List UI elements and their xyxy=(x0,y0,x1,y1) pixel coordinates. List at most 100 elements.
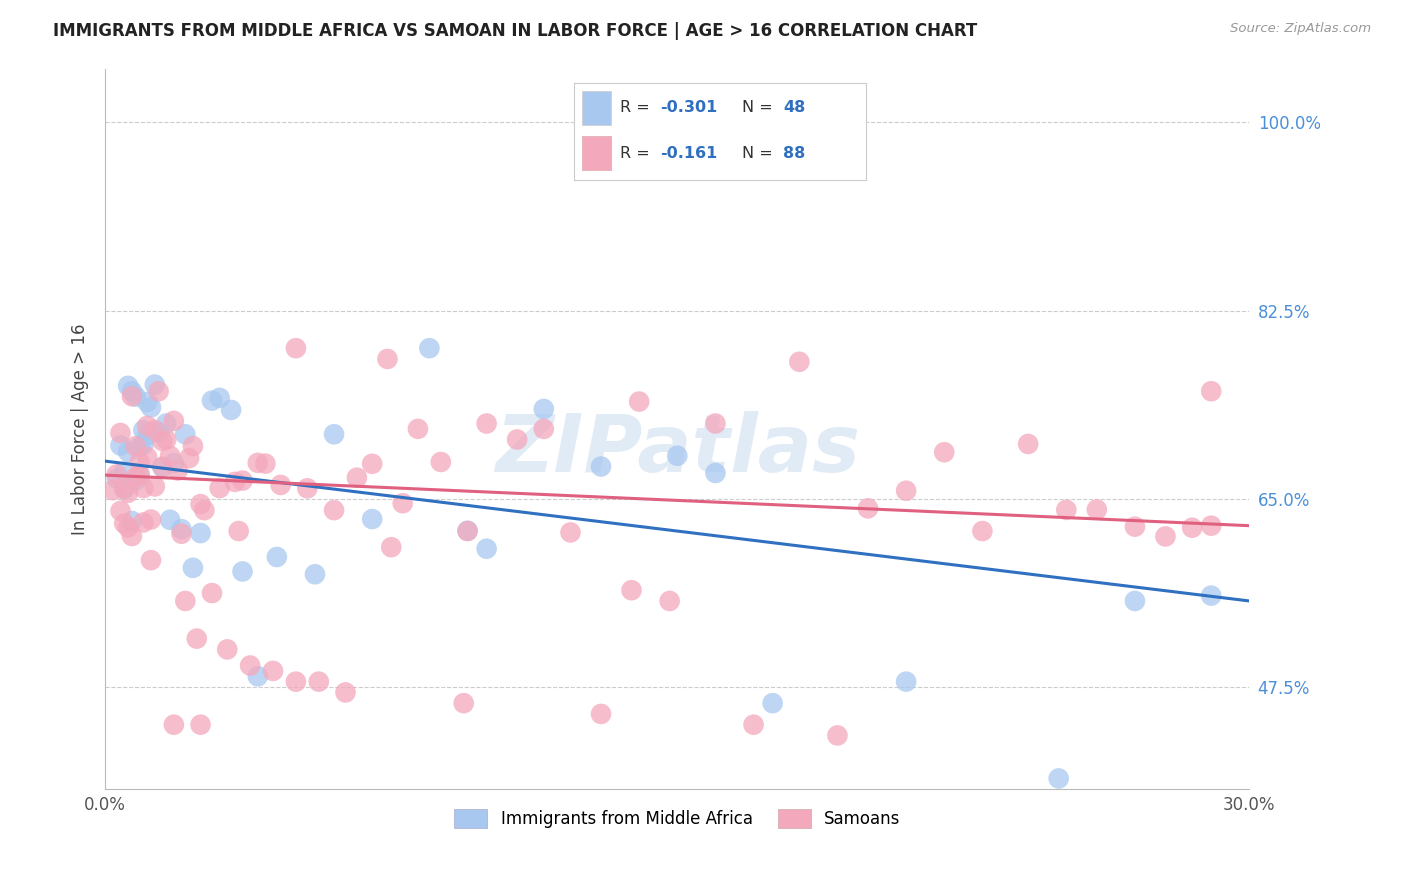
Point xyxy=(101,483,124,498)
Point xyxy=(174,594,197,608)
Point xyxy=(112,516,135,531)
Point xyxy=(121,514,143,528)
Point xyxy=(143,377,166,392)
Point xyxy=(128,455,150,469)
Point xyxy=(430,455,453,469)
Point xyxy=(112,483,135,497)
Point xyxy=(186,632,208,646)
Point xyxy=(297,481,319,495)
Point xyxy=(533,422,555,436)
Point xyxy=(533,401,555,416)
Point xyxy=(190,497,212,511)
Point xyxy=(136,450,159,464)
Point xyxy=(1123,594,1146,608)
Point xyxy=(174,427,197,442)
Point xyxy=(112,481,135,495)
Point xyxy=(789,355,811,369)
Point xyxy=(128,467,150,481)
Point xyxy=(239,658,262,673)
Point xyxy=(125,439,148,453)
Point xyxy=(143,479,166,493)
Point xyxy=(148,425,170,440)
Point xyxy=(117,520,139,534)
Point xyxy=(139,512,162,526)
Point xyxy=(190,526,212,541)
Point xyxy=(704,466,727,480)
Point xyxy=(894,483,917,498)
Point xyxy=(506,433,529,447)
Point xyxy=(231,565,253,579)
Point xyxy=(475,541,498,556)
Point xyxy=(457,524,479,538)
Point xyxy=(231,474,253,488)
Point xyxy=(391,496,413,510)
Point xyxy=(201,393,224,408)
Point xyxy=(190,717,212,731)
Point xyxy=(228,524,250,538)
Point xyxy=(159,513,181,527)
Point xyxy=(1181,521,1204,535)
Point xyxy=(155,433,177,447)
Point xyxy=(361,457,384,471)
Point xyxy=(475,417,498,431)
Point xyxy=(934,445,956,459)
Point xyxy=(166,463,188,477)
Point xyxy=(170,522,193,536)
Text: IMMIGRANTS FROM MIDDLE AFRICA VS SAMOAN IN LABOR FORCE | AGE > 16 CORRELATION CH: IMMIGRANTS FROM MIDDLE AFRICA VS SAMOAN … xyxy=(53,22,977,40)
Point xyxy=(152,459,174,474)
Point xyxy=(121,384,143,399)
Point xyxy=(1054,503,1077,517)
Point xyxy=(1085,502,1108,516)
Point xyxy=(208,481,231,495)
Point xyxy=(1017,437,1039,451)
Point xyxy=(377,351,399,366)
Point xyxy=(308,674,330,689)
Point xyxy=(894,674,917,689)
Point xyxy=(457,524,479,538)
Point xyxy=(742,717,765,731)
Point xyxy=(1199,518,1222,533)
Point xyxy=(704,417,727,431)
Point xyxy=(262,664,284,678)
Point xyxy=(335,685,357,699)
Point xyxy=(163,717,186,731)
Point xyxy=(589,706,612,721)
Point xyxy=(323,427,346,442)
Point xyxy=(152,434,174,448)
Point xyxy=(762,696,785,710)
Point xyxy=(201,586,224,600)
Point xyxy=(117,485,139,500)
Point xyxy=(136,428,159,442)
Point xyxy=(361,512,384,526)
Point xyxy=(827,728,849,742)
Point xyxy=(219,403,242,417)
Point xyxy=(139,553,162,567)
Point xyxy=(193,503,215,517)
Point xyxy=(152,460,174,475)
Point xyxy=(132,516,155,530)
Point xyxy=(284,674,307,689)
Point xyxy=(217,642,239,657)
Point xyxy=(163,414,186,428)
Point xyxy=(246,669,269,683)
Point xyxy=(105,472,128,486)
Point xyxy=(628,394,651,409)
Point xyxy=(121,529,143,543)
Point xyxy=(117,444,139,458)
Point xyxy=(304,567,326,582)
Point xyxy=(132,437,155,451)
Point xyxy=(136,395,159,409)
Point xyxy=(125,390,148,404)
Point xyxy=(132,481,155,495)
Point xyxy=(270,478,292,492)
Point xyxy=(121,389,143,403)
Point xyxy=(159,449,181,463)
Point xyxy=(246,456,269,470)
Legend: Immigrants from Middle Africa, Samoans: Immigrants from Middle Africa, Samoans xyxy=(447,803,907,835)
Point xyxy=(1154,529,1177,543)
Point xyxy=(266,549,288,564)
Point xyxy=(143,423,166,437)
Point xyxy=(128,468,150,483)
Point xyxy=(132,423,155,437)
Point xyxy=(110,438,132,452)
